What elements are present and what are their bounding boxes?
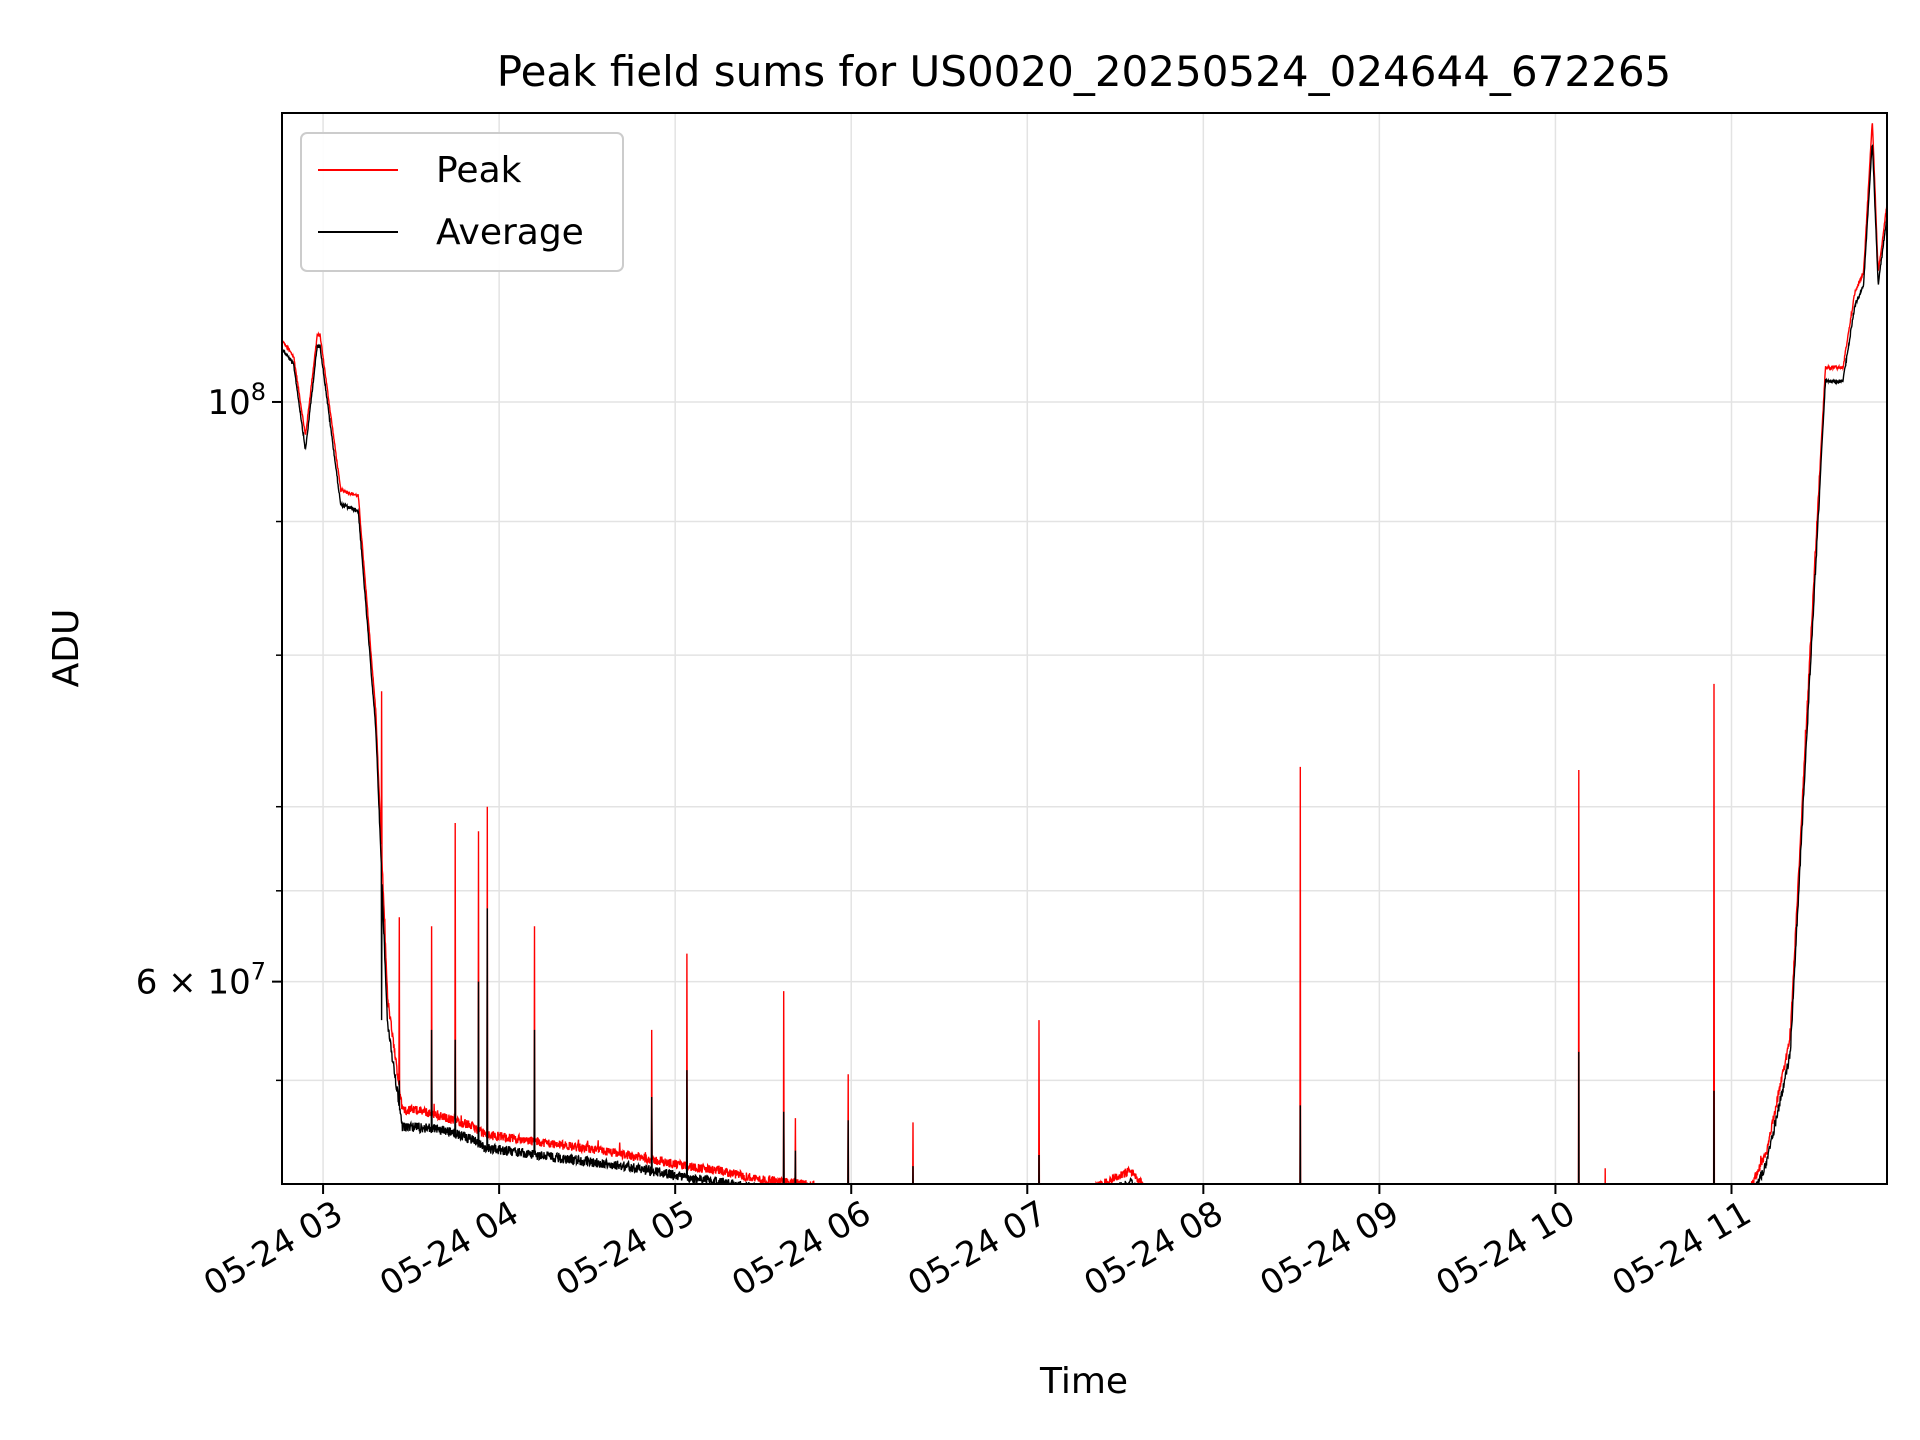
grid — [282, 113, 1887, 1184]
series-line-average — [282, 143, 1887, 1184]
x-axis-label: Time — [1039, 1361, 1128, 1402]
legend: Peak Average — [300, 132, 624, 272]
y-axis-ticks: 108 6 × 107 — [136, 378, 282, 1082]
chart-title: Peak field sums for US0020_20250524_0246… — [497, 47, 1672, 96]
plot-frame — [281, 112, 1888, 1185]
legend-label-average: Average — [436, 212, 584, 253]
legend-label-peak: Peak — [436, 150, 522, 191]
y-axis-label: ADU — [46, 609, 87, 688]
y-tick-label: 108 — [207, 378, 266, 423]
series-line-peak — [282, 123, 1887, 1184]
legend-box — [300, 132, 624, 272]
plot-series — [282, 123, 1887, 1184]
y-tick-label: 6 × 107 — [136, 958, 266, 1003]
